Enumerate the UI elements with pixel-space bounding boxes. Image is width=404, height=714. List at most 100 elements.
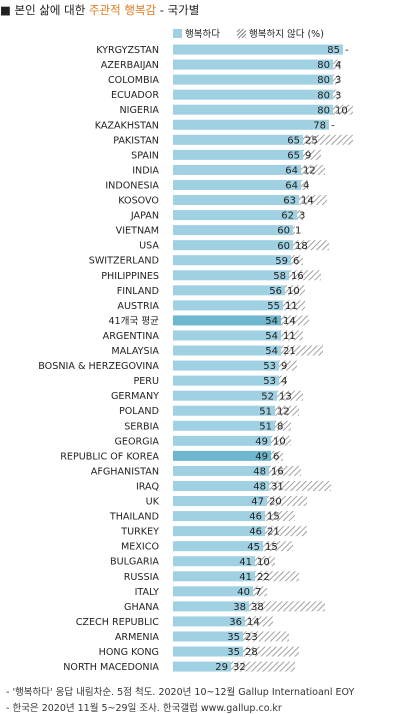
category-label: POLAND (119, 406, 159, 417)
bar-unhappy (291, 255, 303, 266)
value-label-unhappy: 3 (335, 75, 341, 86)
category-label: ARGENTINA (103, 331, 160, 342)
value-label-happy: 48 (253, 467, 266, 478)
bar-happy (173, 375, 279, 386)
bar-happy (173, 435, 271, 446)
bar-unhappy (279, 360, 297, 371)
bar-happy (173, 480, 269, 491)
bar-happy (173, 164, 301, 175)
bar-happy (173, 285, 285, 296)
bar-unhappy (297, 210, 303, 221)
value-label-unhappy: 6 (273, 451, 279, 462)
bar-unhappy (281, 330, 303, 341)
category-label: KYRGYZSTAN (96, 45, 159, 56)
category-label: SERBIA (124, 421, 159, 432)
legend-swatch-unhappy (237, 29, 246, 38)
value-label-happy: 41 (239, 572, 252, 583)
value-label-happy: 55 (267, 301, 280, 312)
chart-title: ■ 본인 삶에 대한 주관적 행복감 - 국가별 (0, 2, 199, 20)
bar-happy (173, 270, 289, 281)
category-label: AZERBAIJAN (101, 60, 159, 71)
value-label-unhappy: 15 (267, 512, 280, 523)
bar-happy (173, 405, 275, 416)
category-label: TURKEY (120, 527, 159, 538)
category-label: MEXICO (121, 542, 159, 553)
bar-unhappy (285, 285, 305, 296)
bar-happy (173, 74, 333, 85)
value-label-unhappy: 4 (303, 181, 309, 192)
value-label-unhappy: 10 (273, 436, 286, 447)
category-label: UK (146, 497, 160, 508)
value-label-happy: 60 (277, 226, 290, 237)
value-label-happy: 48 (253, 482, 266, 493)
bar-unhappy (255, 571, 299, 582)
bar-happy (173, 89, 333, 100)
value-label-happy: 80 (317, 75, 330, 86)
bar-unhappy (289, 270, 321, 281)
value-label-unhappy: 10 (287, 286, 300, 297)
category-label: THAILAND (109, 512, 159, 523)
category-label: PAKISTAN (113, 135, 159, 146)
bar-happy (173, 511, 265, 522)
value-label-happy: 59 (275, 256, 288, 267)
bar-unhappy (277, 390, 303, 401)
category-label: USA (139, 241, 159, 252)
value-label-happy: 46 (249, 512, 262, 523)
bar-unhappy (283, 300, 305, 311)
value-label-happy: 47 (251, 497, 264, 508)
value-label-unhappy: 7 (255, 587, 261, 598)
bar-unhappy (299, 195, 327, 206)
bar-unhappy (279, 375, 287, 386)
value-label-unhappy: 21 (283, 346, 296, 357)
bar-unhappy (255, 556, 275, 567)
value-label-happy: 51 (259, 406, 272, 417)
bar-unhappy (269, 480, 331, 491)
bar-happy (173, 345, 281, 356)
value-label-happy: 45 (247, 542, 260, 553)
value-label-happy: 64 (285, 181, 298, 192)
value-label-unhappy: 9 (281, 361, 287, 372)
category-label: MALAYSIA (111, 346, 159, 357)
bar-unhappy (271, 450, 283, 461)
category-label: GERMANY (111, 391, 159, 402)
value-label-unhappy: 10 (257, 557, 270, 568)
bar-unhappy (301, 179, 309, 190)
category-label: PERU (133, 376, 159, 387)
bar-happy (173, 541, 263, 552)
bar-happy (173, 450, 271, 461)
value-label-unhappy: 4 (281, 376, 287, 387)
bar-happy (173, 571, 255, 582)
category-label: KOSOVO (118, 196, 159, 207)
value-label-happy: 54 (265, 316, 278, 327)
bar-happy (173, 119, 329, 130)
bar-happy (173, 556, 255, 567)
bar-happy (173, 661, 231, 672)
value-label-unhappy: 18 (295, 241, 308, 252)
bar-unhappy (231, 661, 295, 672)
value-label-unhappy: 23 (245, 632, 258, 643)
value-label-happy: 35 (227, 632, 240, 643)
bar-happy (173, 240, 293, 251)
bar-unhappy (275, 420, 291, 431)
value-label-happy: 29 (215, 662, 228, 673)
bar-happy (173, 44, 343, 55)
value-label-happy: 54 (265, 346, 278, 357)
bar-unhappy (301, 164, 325, 175)
bar-unhappy (333, 104, 353, 115)
value-label-happy: 35 (227, 647, 240, 658)
bar-happy (173, 631, 243, 642)
category-label: FINLAND (117, 286, 159, 297)
value-label-happy: 78 (313, 120, 326, 131)
bar-unhappy (263, 541, 293, 552)
value-label-happy: 46 (249, 527, 262, 538)
value-label-unhappy: 1 (295, 226, 301, 237)
bar-unhappy (333, 59, 341, 70)
category-label: ARMENIA (115, 632, 160, 643)
value-label-unhappy: 21 (267, 527, 280, 538)
value-label-happy: 53 (263, 361, 276, 372)
value-label-unhappy: 4 (335, 60, 341, 71)
legend-item-unhappy: 행복하지 않다 (%) (237, 29, 324, 40)
value-label-unhappy: 20 (269, 497, 282, 508)
value-label-happy: 58 (273, 271, 286, 282)
